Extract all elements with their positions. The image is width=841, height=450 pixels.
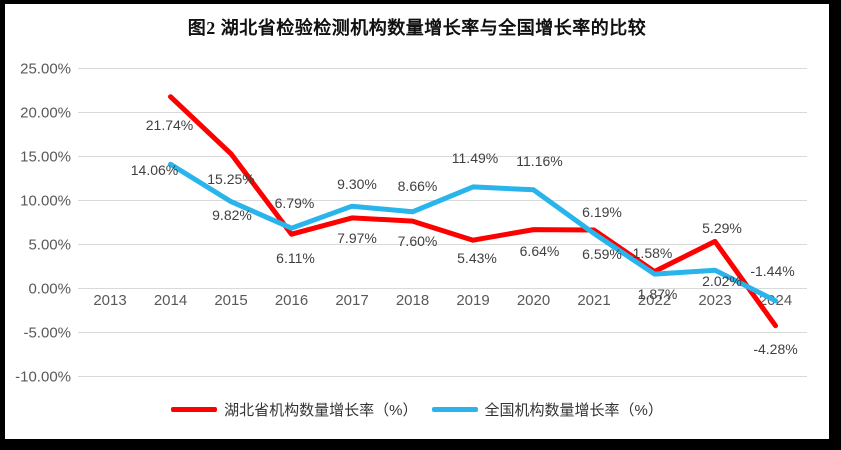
- data-label: 6.59%: [582, 246, 622, 262]
- data-label: 6.79%: [274, 195, 315, 212]
- legend-line-swatch: [431, 407, 478, 412]
- y-axis-tick-label: 20.00%: [20, 104, 71, 121]
- data-label: -4.28%: [753, 340, 798, 357]
- data-label: 2.02%: [702, 273, 742, 290]
- data-label: 15.25%: [207, 170, 255, 187]
- legend-label: 全国机构数量增长率（%）: [484, 402, 663, 419]
- x-axis-year-label: 2014: [153, 292, 188, 309]
- gridline: [78, 112, 807, 113]
- data-label: 8.66%: [397, 177, 438, 194]
- legend-item: 全国机构数量增长率（%）: [431, 399, 663, 420]
- x-axis-year-label: 2021: [577, 292, 611, 309]
- y-axis-tick-label: 15.00%: [20, 148, 71, 165]
- data-label: -1.44%: [750, 262, 795, 279]
- line-plot: [168, 94, 778, 329]
- y-axis-tick-label: 5.00%: [28, 236, 71, 253]
- y-axis-tick-label: 10.00%: [20, 192, 71, 209]
- data-label: 7.97%: [337, 229, 377, 246]
- legend-line-swatch: [171, 407, 218, 412]
- data-label: 11.16%: [516, 152, 563, 169]
- gridline: [78, 376, 807, 377]
- x-axis-year-label: 2017: [335, 292, 369, 309]
- chart-frame: 图2 湖北省检验检测机构数量增长率与全国增长率的比较 25.00% 20.00% 1…: [5, 4, 829, 439]
- data-label: 21.74%: [145, 116, 194, 133]
- y-axis-tick-label: 0.00%: [28, 280, 71, 297]
- chart-title: 图2 湖北省检验检测机构数量增长率与全国增长率的比较: [187, 18, 647, 38]
- legend-item: 湖北省机构数量增长率（%）: [171, 399, 418, 420]
- legend: 湖北省机构数量增长率（%） 全国机构数量增长率（%）: [5, 399, 829, 420]
- data-label: 6.64%: [519, 242, 560, 259]
- legend-label: 湖北省机构数量增长率（%）: [224, 402, 418, 419]
- gridline: [78, 68, 807, 69]
- data-label: 7.60%: [397, 233, 438, 250]
- data-label: 6.19%: [582, 203, 622, 220]
- x-axis-year-label: 2020: [516, 292, 551, 309]
- data-label: 14.06%: [130, 162, 179, 179]
- x-axis-year-label: 2019: [456, 292, 490, 309]
- data-label: 5.29%: [702, 220, 742, 237]
- x-axis-year-label: 2013: [93, 292, 127, 309]
- data-label: 1.87%: [637, 285, 678, 302]
- x-axis-year-label: 2016: [274, 292, 309, 309]
- data-label: 9.30%: [337, 176, 377, 193]
- y-axis-tick-label: -5.00%: [23, 324, 71, 341]
- y-axis-tick-label: 25.00%: [20, 60, 71, 77]
- y-axis-tick-label: -10.00%: [15, 368, 71, 385]
- gridline: [78, 156, 807, 157]
- data-label: 1.58%: [632, 245, 673, 262]
- gridline: [78, 288, 807, 289]
- x-axis-year-label: 2018: [395, 292, 430, 309]
- x-axis-year-label: 2023: [698, 292, 732, 309]
- series-line-0: [168, 94, 778, 329]
- data-label: 6.11%: [276, 250, 315, 267]
- series-line-1: [168, 161, 778, 304]
- data-label: 9.82%: [212, 206, 252, 223]
- x-axis-year-label: 2022: [637, 292, 672, 309]
- x-axis-year-label: 2015: [214, 292, 248, 309]
- gridline: [78, 332, 807, 333]
- gridline: [78, 244, 807, 245]
- data-label: 5.43%: [457, 250, 497, 267]
- data-label: 11.49%: [451, 149, 499, 166]
